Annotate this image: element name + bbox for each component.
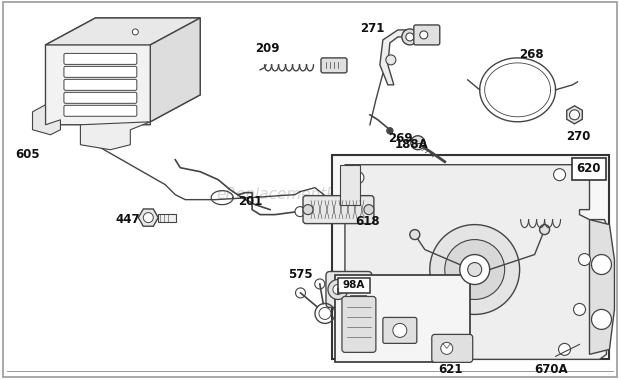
Circle shape [460, 255, 490, 285]
Text: 447: 447 [115, 213, 140, 226]
Text: 269: 269 [388, 132, 412, 145]
Text: 621: 621 [438, 363, 463, 376]
Polygon shape [81, 122, 150, 150]
Circle shape [386, 55, 396, 65]
Polygon shape [138, 209, 158, 226]
Circle shape [359, 344, 371, 355]
FancyBboxPatch shape [432, 334, 472, 363]
FancyBboxPatch shape [326, 272, 372, 307]
FancyBboxPatch shape [414, 25, 440, 45]
Circle shape [295, 207, 305, 217]
Circle shape [591, 255, 611, 274]
Circle shape [328, 280, 348, 299]
Bar [332, 155, 609, 359]
Text: 270: 270 [567, 130, 591, 143]
Circle shape [570, 110, 580, 120]
Text: 575: 575 [288, 268, 312, 280]
Polygon shape [32, 105, 60, 135]
Circle shape [393, 323, 407, 337]
FancyBboxPatch shape [64, 105, 137, 116]
FancyBboxPatch shape [64, 79, 137, 90]
FancyBboxPatch shape [383, 317, 417, 344]
Text: 605: 605 [16, 148, 40, 161]
Polygon shape [380, 30, 436, 85]
Circle shape [352, 172, 364, 184]
Polygon shape [150, 18, 200, 122]
Bar [158, 214, 176, 222]
Circle shape [430, 225, 520, 314]
Circle shape [406, 33, 414, 41]
Text: 209: 209 [255, 42, 280, 55]
Text: 188A: 188A [395, 138, 428, 151]
Polygon shape [590, 220, 614, 355]
FancyBboxPatch shape [64, 54, 137, 64]
Circle shape [387, 128, 393, 134]
Bar [335, 274, 470, 363]
Circle shape [303, 205, 313, 215]
Circle shape [539, 225, 549, 234]
Circle shape [364, 205, 374, 215]
Bar [338, 277, 370, 293]
Polygon shape [45, 18, 200, 125]
Circle shape [554, 169, 565, 180]
Bar [340, 325, 360, 359]
Polygon shape [567, 106, 582, 124]
FancyBboxPatch shape [64, 92, 137, 103]
Text: 201: 201 [238, 195, 262, 207]
FancyBboxPatch shape [303, 196, 374, 223]
FancyBboxPatch shape [321, 58, 347, 73]
Circle shape [467, 263, 482, 277]
Text: 268: 268 [520, 48, 544, 61]
Text: 98A: 98A [343, 280, 365, 290]
Circle shape [333, 285, 343, 294]
Circle shape [441, 342, 453, 355]
Text: 271: 271 [360, 22, 384, 35]
Text: eReplacementParts.com: eReplacementParts.com [216, 187, 404, 202]
Circle shape [411, 136, 425, 150]
Polygon shape [45, 18, 200, 45]
Circle shape [578, 253, 590, 266]
FancyBboxPatch shape [342, 296, 376, 352]
Bar [572, 158, 606, 180]
Circle shape [559, 344, 570, 355]
Circle shape [132, 29, 138, 35]
FancyBboxPatch shape [64, 66, 137, 78]
Circle shape [394, 344, 406, 355]
Circle shape [410, 230, 420, 239]
Polygon shape [345, 165, 606, 359]
Text: 620: 620 [576, 162, 601, 175]
Circle shape [574, 304, 585, 315]
Circle shape [143, 213, 153, 223]
Text: 618: 618 [355, 215, 379, 228]
Text: 670A: 670A [534, 363, 568, 376]
Circle shape [420, 31, 428, 39]
Bar [340, 165, 360, 205]
Circle shape [402, 29, 418, 45]
Circle shape [445, 239, 505, 299]
Circle shape [591, 309, 611, 329]
